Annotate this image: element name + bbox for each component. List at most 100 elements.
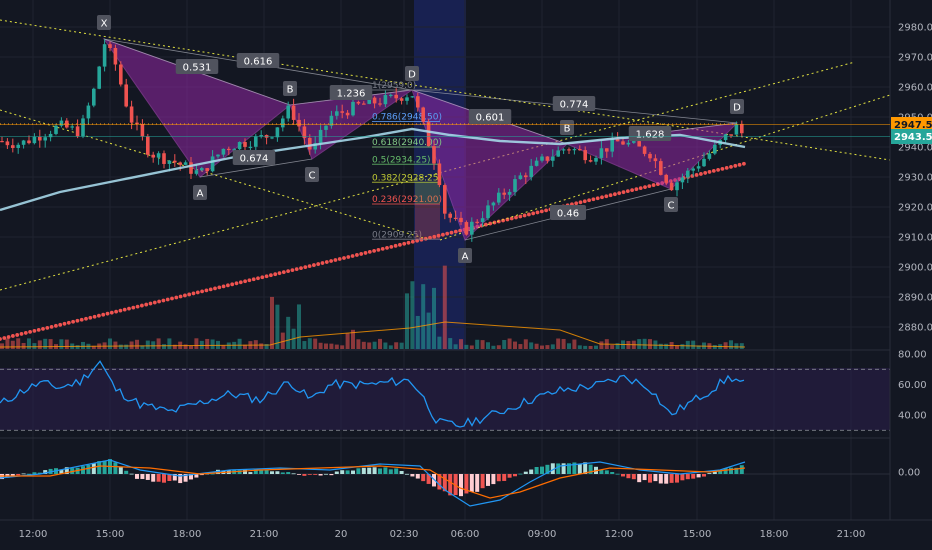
sar-dot — [574, 201, 579, 206]
volume-bar — [696, 345, 701, 349]
volume-bar — [345, 333, 350, 349]
volume-bar — [5, 338, 10, 349]
sar-dot — [170, 296, 174, 301]
sar-dot — [144, 302, 149, 307]
candle-body — [686, 170, 690, 178]
volume-bar — [135, 339, 139, 349]
sar-dot — [329, 259, 333, 263]
fib-zone-fill — [415, 182, 440, 204]
macd-histogram-bar — [140, 474, 145, 479]
sar-dot — [243, 279, 248, 284]
macd-histogram-bar — [567, 463, 571, 474]
candle-body — [75, 126, 80, 137]
moving-average — [0, 123, 746, 212]
sar-dot — [729, 164, 733, 169]
candle-body — [470, 221, 474, 235]
volume-bar — [588, 345, 593, 349]
sar-dot — [514, 215, 518, 220]
sar-dot — [183, 293, 187, 298]
candle-body — [453, 217, 458, 219]
ratio-box — [236, 53, 280, 68]
volume-bar — [399, 342, 404, 349]
price-tick-label: 2910.0 — [898, 233, 932, 244]
sar-dot — [578, 200, 583, 205]
volume-bar — [37, 340, 42, 349]
ratio-box — [232, 150, 276, 165]
candle-body — [329, 115, 334, 126]
volume-bar — [540, 345, 544, 349]
ratio-box — [329, 85, 373, 100]
price-tick-label: 2930.0 — [898, 173, 932, 184]
sar-dot — [208, 287, 213, 292]
volume-bar — [453, 344, 458, 349]
price-tag-box — [891, 129, 932, 144]
volume-bar — [156, 338, 161, 349]
price-tag: 2943.50 — [891, 129, 932, 144]
sar-dot — [238, 280, 243, 285]
time-tick-label: 02:30 — [390, 529, 419, 540]
volume-bar — [16, 338, 21, 349]
sar-dot — [36, 327, 41, 332]
volume-bar — [459, 339, 463, 349]
candle-body — [723, 134, 728, 141]
fib-retracement: 0.786(2948.50) 0.618(2940.00) 0.5(2934.25)… — [372, 81, 442, 240]
pattern-point-d: D — [405, 66, 419, 81]
candle-body — [70, 126, 74, 128]
price-tick-label: 2960.0 — [898, 83, 932, 94]
macd-histogram-bar — [378, 468, 382, 474]
candle-body — [518, 175, 523, 180]
sar-dot — [492, 220, 497, 225]
macd-histogram-bar — [37, 472, 42, 474]
macd-histogram-bar — [588, 464, 593, 474]
macd-histogram-bar — [496, 474, 501, 482]
fib-level-label: 0.5(2934.25) — [372, 155, 431, 165]
volume-bar — [734, 343, 739, 349]
volume-bar — [534, 343, 539, 349]
candle-body — [443, 185, 447, 214]
candle-body — [367, 97, 371, 104]
volume-bar — [275, 304, 280, 349]
macd-histogram-bar — [199, 474, 204, 476]
macd-histogram-bar — [426, 474, 431, 484]
sar-dot — [436, 233, 441, 238]
volume-bar — [286, 316, 291, 349]
candle-body — [308, 137, 312, 150]
macd-histogram-bar — [561, 463, 566, 474]
macd-histogram-bar — [21, 473, 26, 475]
macd-histogram-bar — [10, 474, 15, 476]
sar-dot — [6, 335, 11, 339]
sar-dot — [312, 263, 316, 267]
sar-dot — [488, 221, 493, 226]
volume-bar — [253, 340, 258, 349]
ratio-box — [628, 126, 672, 141]
candle-body — [529, 165, 533, 178]
volume-bar — [642, 338, 647, 349]
pattern-point-b: B — [283, 81, 297, 96]
volume-bar — [108, 338, 112, 349]
candle-body — [507, 191, 512, 195]
candle-body — [210, 156, 215, 172]
macd-histogram-bar — [16, 474, 21, 476]
sar-dot — [355, 253, 359, 257]
sar-dot — [260, 275, 265, 280]
volume-bar — [491, 345, 496, 349]
candle-body — [459, 217, 463, 223]
sar-dot — [251, 277, 256, 282]
macd-histogram-bar — [151, 474, 156, 482]
time-axis[interactable]: 12:00 15:00 18:00 21:00 20 02:30 06:00 09:00 12:… — [19, 529, 866, 540]
volume-bar — [675, 345, 679, 349]
candle-body — [669, 182, 674, 191]
macd-histogram-bar — [372, 467, 377, 474]
volume-bar — [664, 343, 669, 349]
macd-histogram-bar — [486, 474, 490, 486]
macd-histogram-bar — [453, 474, 458, 496]
volume-bar — [599, 341, 604, 349]
candle-body — [389, 94, 393, 97]
sar-dot — [19, 332, 24, 336]
ratio-text: 1.628 — [636, 130, 665, 141]
volume-bar — [27, 338, 31, 349]
sar-dot — [484, 222, 488, 227]
volume-bar — [329, 343, 334, 349]
macd-histogram-bar — [59, 469, 64, 474]
